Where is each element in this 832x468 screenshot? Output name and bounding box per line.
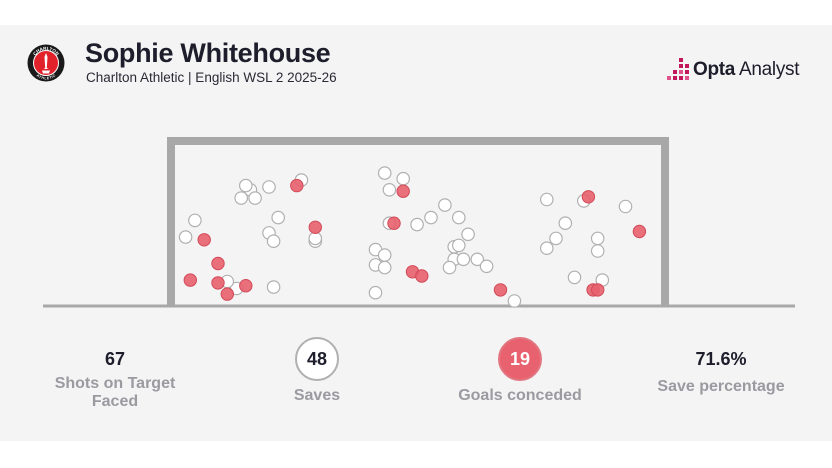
page-title: Sophie Whitehouse (85, 38, 331, 68)
svg-text:ATHLETIC: ATHLETIC (36, 73, 57, 80)
crest-hand-icon (42, 70, 50, 74)
save-percentage-value: 71.6% (695, 349, 747, 369)
crest-text-bottom: ATHLETIC (36, 73, 57, 80)
save-shot-point (266, 234, 281, 248)
stat-saves: 48 Saves (267, 337, 367, 405)
sword-icon (43, 53, 49, 69)
goals-conceded-value: 19 (498, 337, 542, 381)
goal-shot-point (308, 220, 322, 235)
save-shot-point (308, 231, 323, 246)
stat-save-percentage: 71.6% Save percentage (636, 343, 806, 396)
goal-shot-point (632, 224, 647, 239)
save-shot-point (549, 231, 563, 246)
opta-logo-icon (667, 58, 689, 80)
save-shot-point (377, 248, 392, 262)
goal-shot-point (183, 273, 198, 287)
save-shot-point (239, 178, 253, 193)
save-shot-point (396, 171, 410, 186)
shots-faced-value: 67 (104, 349, 126, 369)
saves-label: Saves (293, 387, 341, 404)
save-shot-point (590, 244, 605, 258)
save-shot-point (368, 285, 383, 300)
save-shot-point (451, 238, 466, 253)
club-crest: CHARLTON ATHLETIC (27, 44, 65, 82)
brand-name: Opta Analyst (693, 59, 800, 81)
background-panel (0, 25, 832, 441)
save-shot-point (451, 210, 466, 225)
goal-shot-point (197, 233, 211, 247)
save-shot-point (410, 217, 424, 232)
save-shot-point (248, 191, 262, 205)
save-shot-point (377, 166, 392, 180)
save-shot-point (507, 294, 522, 308)
goals-conceded-label: Goals conceded (458, 387, 582, 404)
goal-shot-point (290, 178, 304, 193)
goal-shot-point (591, 283, 605, 297)
save-shot-point (539, 241, 554, 255)
save-shot-point (178, 230, 193, 244)
brand-logo: Opta Analyst (665, 57, 800, 83)
save-shot-point (590, 231, 605, 246)
save-shot-point (266, 280, 281, 294)
shots-layer (178, 166, 647, 308)
goal-shot-point (220, 287, 235, 301)
save-shot-point (234, 191, 248, 205)
save-shot-point (618, 199, 633, 214)
goal-shot-point (581, 190, 596, 204)
goal-shot-point (239, 279, 253, 293)
save-shot-point (567, 270, 582, 285)
save-shot-point (377, 260, 392, 275)
save-shot-point (539, 192, 554, 207)
save-shot-point (262, 180, 276, 194)
goal-shot-point (493, 283, 508, 297)
brand-name-light: Analyst (735, 59, 800, 80)
goal-shot-point (415, 269, 429, 283)
stat-goals-conceded: 19 Goals conceded (430, 337, 610, 405)
brand-name-bold: Opta (693, 59, 736, 80)
goal-shot-point (396, 184, 410, 198)
shots-faced-label-line2: Faced (91, 393, 139, 410)
save-shot-point (424, 210, 438, 225)
save-shot-point (456, 252, 471, 267)
save-shot-point (442, 260, 457, 275)
save-percentage-label: Save percentage (657, 378, 785, 395)
save-shot-point (382, 183, 397, 197)
goal-shot-point (387, 216, 401, 230)
save-shot-point (188, 213, 202, 228)
save-shot-point (479, 259, 494, 274)
goal-shot-point (211, 256, 225, 271)
save-shot-point (438, 198, 452, 212)
page-subtitle: Charlton Athletic | English WSL 2 2025-2… (86, 70, 337, 85)
stat-shots-faced: 67 Shots on Target Faced (30, 343, 200, 411)
save-shot-point (271, 210, 285, 225)
goal-shot-point (211, 276, 225, 290)
save-shot-point (558, 216, 573, 230)
goal-frame (167, 137, 669, 306)
save-shot-point (470, 252, 485, 267)
save-shot-point (461, 227, 475, 242)
shots-faced-label-line1: Shots on Target (54, 375, 176, 392)
saves-value: 48 (295, 337, 339, 381)
